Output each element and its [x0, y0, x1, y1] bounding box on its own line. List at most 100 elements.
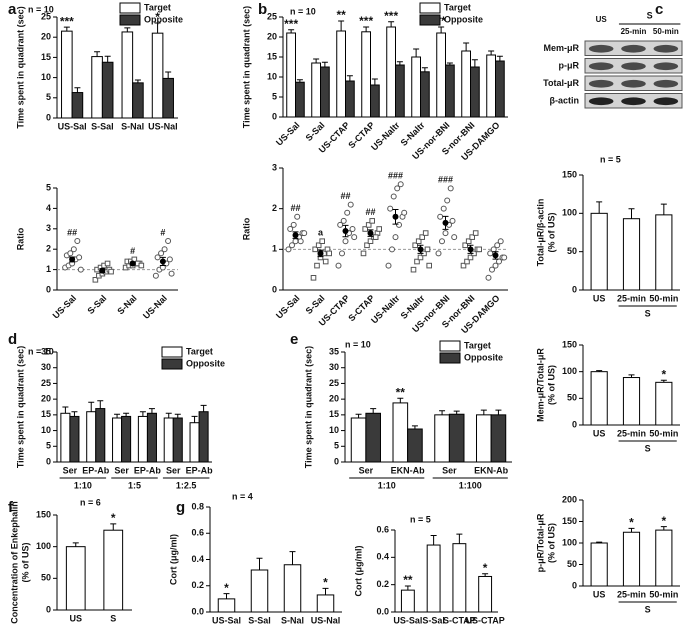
legend-label: Target: [144, 2, 171, 12]
significance: ***: [284, 17, 298, 31]
x-tick-label: S-CTAP: [443, 615, 476, 625]
error-bar: [421, 67, 428, 72]
data-point: [360, 250, 367, 257]
error-bar: [660, 526, 667, 531]
y-tick-label: 15: [41, 52, 51, 62]
y-tick-label: 20: [41, 32, 51, 42]
legend-swatch: [439, 352, 461, 364]
error-bar: [94, 51, 101, 57]
bar: [476, 414, 492, 463]
y-axis-label: p-μR/Total-μR: [535, 513, 545, 572]
mean-point: [99, 267, 106, 274]
n-label: n = 10: [28, 4, 54, 14]
error-bar: [165, 71, 172, 79]
data-point: [312, 246, 318, 253]
x-tick-label: S: [110, 613, 116, 623]
bar: [95, 408, 106, 463]
data-point: [104, 260, 111, 267]
data-point: [294, 213, 301, 220]
data-point: [108, 268, 114, 275]
y-tick-label: 200: [562, 494, 577, 504]
error-bar: [71, 411, 78, 417]
bar: [655, 529, 673, 587]
bar: [365, 412, 381, 463]
data-point: [369, 218, 375, 224]
lane-label: 50-min: [653, 27, 679, 36]
bar: [350, 417, 367, 463]
row-label: Mem-μR: [543, 43, 579, 53]
x-tick-label: US-Nal: [148, 121, 178, 131]
y-tick-label: 0.6: [376, 524, 389, 534]
x-tick-label: EKN-Ab: [474, 465, 508, 475]
mean-point: [417, 246, 424, 253]
lane-label: US: [596, 15, 608, 24]
blot-band: [621, 79, 646, 88]
n-label: n = 10: [345, 339, 371, 349]
error-bar: [495, 409, 502, 415]
x-tick-label: US: [69, 613, 82, 623]
y-axis-label: Cort (μg/ml): [353, 545, 363, 596]
y-tick-label: 30: [41, 362, 51, 372]
legend-label: Opposite: [186, 358, 225, 368]
y-tick-label: 150: [36, 509, 51, 519]
y-tick-label: 15: [267, 51, 277, 61]
group-label: S: [645, 443, 651, 453]
bar: [316, 594, 335, 613]
legend-swatch: [419, 14, 441, 26]
error-bar: [371, 78, 378, 85]
error-bar: [488, 50, 495, 55]
data-point: [465, 238, 472, 244]
x-tick-label: S-Sal: [304, 120, 327, 143]
x-tick-label: EP-Ab: [186, 465, 214, 475]
bar: [445, 64, 455, 118]
y-tick-label: 15: [329, 409, 339, 419]
significance: #: [160, 227, 165, 237]
y-axis-label: Mem-μR/Total-μR: [535, 348, 545, 422]
y-tick-label: 0: [572, 284, 577, 294]
y-tick-label: 0.8: [191, 501, 204, 511]
error-bar: [338, 20, 345, 31]
y-tick-label: 4: [46, 203, 51, 213]
blot-band: [588, 44, 614, 53]
mean-point: [392, 213, 399, 220]
y-tick-label: 25: [267, 11, 277, 21]
x-tick-label: S-Sal: [422, 615, 445, 625]
significance: ##: [340, 191, 350, 201]
y-tick-label: 5: [46, 441, 51, 451]
bar: [434, 414, 450, 463]
y-tick-label: 150: [562, 516, 577, 526]
y-tick-label: 0: [46, 604, 51, 614]
panel-letter: b: [258, 1, 267, 18]
error-bar: [430, 534, 437, 546]
x-tick-label: S-Sal: [85, 293, 108, 316]
error-bar: [139, 411, 146, 417]
error-bar: [123, 412, 130, 417]
error-bar: [165, 412, 172, 418]
data-point: [501, 254, 508, 261]
error-bar: [124, 27, 131, 32]
error-bar: [191, 415, 198, 423]
bar: [622, 218, 641, 291]
significance: *: [483, 561, 488, 575]
data-point: [335, 262, 342, 269]
y-tick-label: 0.2: [191, 580, 204, 590]
x-tick-label: EKN-Ab: [391, 465, 425, 475]
y-tick-label: 30: [329, 362, 339, 372]
error-bar: [313, 58, 320, 63]
panel-letter: e: [290, 331, 298, 348]
x-tick-label: S-Sal: [91, 121, 114, 131]
data-point: [414, 258, 420, 265]
significance: ###: [388, 171, 403, 181]
data-point: [492, 262, 499, 269]
significance: **: [336, 8, 346, 22]
group-label: 1:5: [128, 480, 141, 490]
error-bar: [104, 55, 111, 63]
x-tick-label: US-Nal: [311, 615, 341, 625]
bar: [311, 62, 321, 118]
row-label: p-μR: [558, 61, 579, 71]
bar: [655, 214, 673, 291]
y-tick-label: 100: [562, 366, 577, 376]
data-point: [77, 266, 84, 273]
mean-point: [442, 219, 449, 226]
data-point: [439, 238, 445, 245]
